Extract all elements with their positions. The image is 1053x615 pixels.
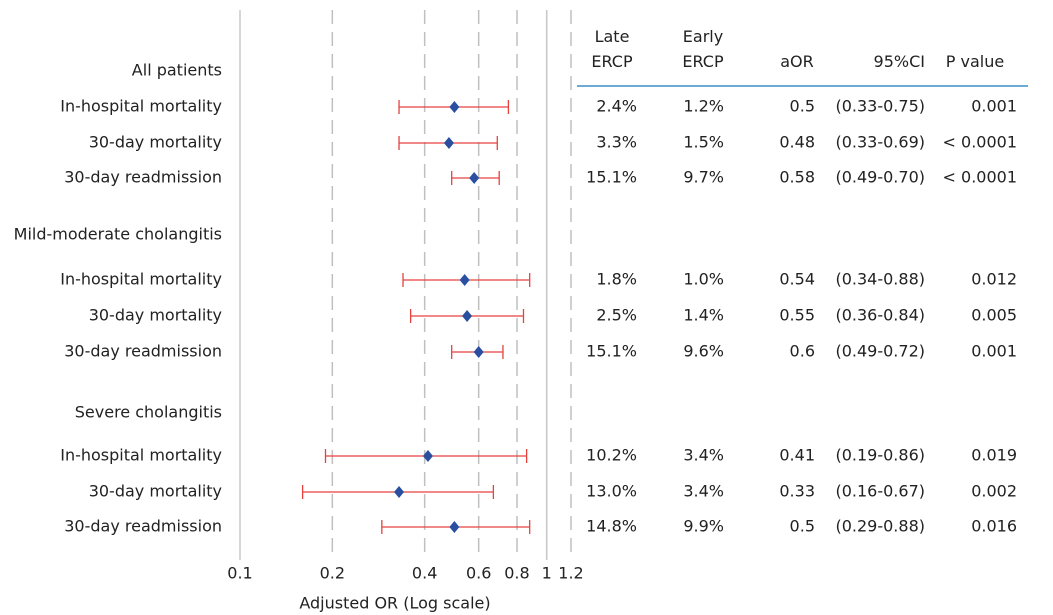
row-label: 30-day readmission [64, 168, 222, 187]
table-cell: 0.016 [971, 517, 1017, 536]
table-cell: 9.6% [683, 342, 724, 361]
point-estimate [449, 521, 460, 533]
x-tick-label: 0.6 [466, 564, 491, 583]
x-tick-label: 0.2 [320, 564, 345, 583]
table-cell: 1.0% [683, 270, 724, 289]
column-header: 95%CI [873, 52, 925, 71]
table-cell: 0.33 [779, 482, 815, 501]
point-estimate [462, 310, 473, 322]
table-cell: (0.36-0.84) [835, 306, 925, 325]
point-estimate [443, 137, 454, 149]
table-cell: 3.3% [596, 133, 637, 152]
table-cell: 0.5 [790, 97, 815, 116]
column-header: Late ERCP [591, 27, 633, 71]
row-label: 30-day mortality [89, 482, 222, 501]
point-estimate [469, 172, 480, 184]
table-cell: (0.33-0.69) [835, 133, 925, 152]
point-estimate [459, 274, 470, 286]
table-cell: 2.5% [596, 306, 637, 325]
point-estimate [394, 486, 405, 498]
point-estimate [473, 346, 484, 358]
table-cell: 15.1% [586, 168, 637, 187]
table-cell: 0.58 [779, 168, 815, 187]
table-cell: 0.55 [779, 306, 815, 325]
row-label: 30-day mortality [89, 133, 222, 152]
x-tick-label: 1 [542, 564, 552, 583]
group-label: All patients [132, 61, 222, 80]
row-label: In-hospital mortality [60, 270, 222, 289]
x-tick-label: 0.4 [412, 564, 437, 583]
table-cell: 0.001 [971, 97, 1017, 116]
table-cell: (0.49-0.72) [835, 342, 925, 361]
x-tick-label: 0.1 [227, 564, 252, 583]
table-cell: 0.001 [971, 342, 1017, 361]
group-label: Severe cholangitis [75, 403, 222, 422]
table-cell: 3.4% [683, 446, 724, 465]
table-cell: (0.49-0.70) [835, 168, 925, 187]
table-cell: (0.34-0.88) [835, 270, 925, 289]
column-header: aOR [780, 52, 814, 71]
table-cell: 9.9% [683, 517, 724, 536]
column-header: Early ERCP [682, 27, 724, 71]
table-cell: 1.2% [683, 97, 724, 116]
x-axis-label: Adjusted OR (Log scale) [299, 594, 490, 613]
table-cell: < 0.0001 [943, 168, 1017, 187]
point-estimate [422, 450, 433, 462]
table-cell: 0.48 [779, 133, 815, 152]
table-cell: 0.5 [790, 517, 815, 536]
group-label: Mild-moderate cholangitis [14, 225, 222, 244]
table-cell: 1.4% [683, 306, 724, 325]
table-cell: 0.002 [971, 482, 1017, 501]
table-cell: 1.8% [596, 270, 637, 289]
table-cell: 3.4% [683, 482, 724, 501]
column-header: P value [945, 52, 1005, 71]
row-label: In-hospital mortality [60, 446, 222, 465]
table-cell: (0.33-0.75) [835, 97, 925, 116]
table-cell: 10.2% [586, 446, 637, 465]
table-cell: < 0.0001 [943, 133, 1017, 152]
row-label: 30-day readmission [64, 517, 222, 536]
x-tick-label: 0.8 [504, 564, 529, 583]
row-label: 30-day readmission [64, 342, 222, 361]
table-cell: 0.41 [779, 446, 815, 465]
table-cell: 2.4% [596, 97, 637, 116]
row-label: In-hospital mortality [60, 97, 222, 116]
table-cell: (0.19-0.86) [835, 446, 925, 465]
table-cell: 0.54 [779, 270, 815, 289]
table-cell: 0.012 [971, 270, 1017, 289]
row-label: 30-day mortality [89, 306, 222, 325]
table-cell: 9.7% [683, 168, 724, 187]
table-cell: 15.1% [586, 342, 637, 361]
table-cell: 14.8% [586, 517, 637, 536]
x-tick-label: 1.2 [558, 564, 583, 583]
table-cell: 13.0% [586, 482, 637, 501]
table-cell: 0.6 [790, 342, 815, 361]
table-cell: 0.005 [971, 306, 1017, 325]
table-cell: (0.16-0.67) [835, 482, 925, 501]
table-cell: 0.019 [971, 446, 1017, 465]
table-cell: 1.5% [683, 133, 724, 152]
table-cell: (0.29-0.88) [835, 517, 925, 536]
point-estimate [449, 101, 460, 113]
